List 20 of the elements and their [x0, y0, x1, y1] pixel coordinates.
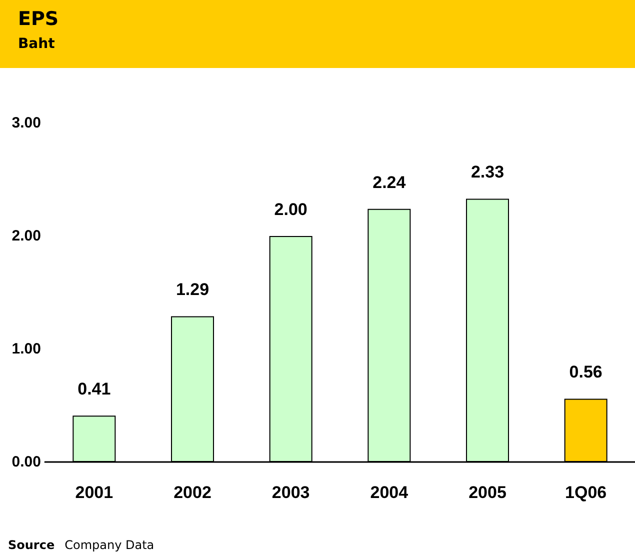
y-tick-label: 3.00 [12, 114, 41, 132]
data-label: 2.24 [372, 172, 406, 192]
y-tick-label: 0.00 [12, 454, 41, 470]
text: Company Data [64, 538, 154, 552]
x-tick-label: 2002 [174, 483, 212, 502]
chart-title: EPS [18, 7, 59, 30]
text: Source [8, 538, 55, 552]
chart-subtitle: Baht [18, 36, 56, 52]
data-label: 1.29 [176, 280, 210, 300]
x-tick-label: 2004 [370, 483, 409, 502]
data-label: 2.33 [470, 162, 504, 182]
x-tick-label: 2001 [75, 483, 114, 502]
x-tick-label: 1Q06 [565, 483, 607, 502]
y-tick-label: 2.00 [12, 228, 41, 244]
y-tick-label: 1.00 [12, 340, 41, 358]
data-label: 0.56 [569, 362, 602, 382]
x-tick-label: 2005 [468, 483, 506, 502]
x-tick-label: 2003 [272, 483, 310, 502]
data-label: 0.41 [78, 380, 111, 399]
data-label: 2.00 [274, 200, 308, 219]
